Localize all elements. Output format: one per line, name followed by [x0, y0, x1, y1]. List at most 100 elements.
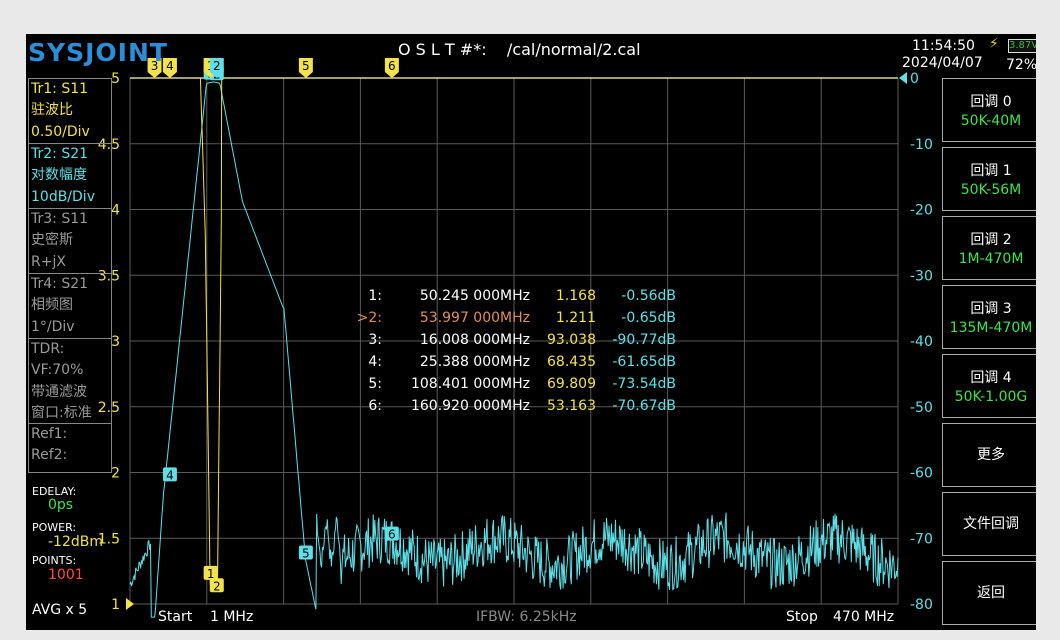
tdr-line-2: VF:70% — [31, 362, 84, 379]
tdr-line-4: 窗口:标准 — [31, 404, 92, 421]
trace-1-line-3: 0.50/Div — [31, 123, 90, 140]
battery-percent: 72% — [1006, 57, 1036, 73]
marker-swr: 68.435 — [547, 354, 596, 370]
softkey-more[interactable]: 更多 — [942, 423, 1036, 487]
top-marker-tab — [147, 58, 162, 78]
ref-panel[interactable]: Ref1: Ref2: — [28, 423, 112, 473]
stop-label: Stop — [786, 609, 818, 625]
top-marker-label: 3 — [151, 59, 159, 73]
softkey-label: 返回 — [977, 585, 1005, 601]
left-axis-tick: 1.5 — [98, 531, 120, 547]
marker-num: 3: — [368, 332, 382, 348]
trace-4-panel[interactable]: Tr4: S21 相频图 1°/Div — [28, 273, 112, 339]
tdr-line-1: TDR: — [31, 341, 65, 357]
softkey-sub: 50K-1.00G — [954, 389, 1028, 405]
softkey-recall-1[interactable]: 回调 1 50K-56M — [942, 147, 1036, 211]
vna-screen: 5 4.5 4 3.5 3 2.5 2 1.5 1 0 -10 -20 -30 -40 -50 -60 -70 -… — [26, 34, 1036, 630]
softkey-recall-2[interactable]: 回调 2 1M-470M — [942, 216, 1036, 280]
marker-freq: 50.245 000MHz — [419, 288, 530, 304]
marker-swr: 1.211 — [555, 310, 596, 326]
plot-marker-flag[interactable]: 4 — [162, 467, 177, 482]
marker-db: -0.65dB — [621, 310, 676, 326]
marker-freq: 108.401 000MHz — [410, 376, 530, 392]
left-axis-tick: 4 — [111, 203, 120, 219]
marker-db: -90.77dB — [612, 332, 676, 348]
right-axis-tick: -20 — [910, 203, 933, 219]
ifbw-readout[interactable]: IFBW: 6.25kHz — [476, 609, 577, 625]
clock-date: 2024/04/07 — [902, 55, 983, 71]
averaging-label: AVG x 5 — [32, 602, 88, 618]
marker-num: 5: — [368, 376, 382, 392]
edelay-label: EDELAY: — [32, 485, 77, 498]
marker-freq: 25.388 000MHz — [419, 354, 530, 370]
left-axis-tick: 4.5 — [98, 137, 120, 153]
power-value[interactable]: -12dBm — [48, 534, 103, 550]
softkey-recall-4[interactable]: 回调 4 50K-1.00G — [942, 354, 1036, 418]
marker-swr: 69.809 — [547, 376, 596, 392]
marker-num: >2: — [356, 310, 382, 326]
softkey-sub: 50K-40M — [960, 113, 1022, 129]
plot-marker-number: 2 — [213, 579, 221, 593]
clock-time: 11:54:50 — [912, 38, 975, 54]
softkey-label: 更多 — [977, 447, 1005, 463]
top-marker-tab — [209, 58, 224, 78]
marker-db: -70.67dB — [612, 398, 676, 414]
top-marker-label: 4 — [166, 59, 174, 73]
softkey-recall-0[interactable]: 回调 0 50K-40M — [942, 78, 1036, 142]
trace-3-line-1: Tr3: S11 — [31, 211, 89, 227]
softkey-sub: 1M-470M — [958, 251, 1024, 267]
tdr-panel[interactable]: TDR: VF:70% 带通滤波 窗口:标准 — [28, 338, 112, 424]
plot-marker-flag[interactable]: 1 — [203, 565, 218, 581]
trace-1-panel[interactable]: Tr1: S11 驻波比 0.50/Div — [28, 78, 112, 144]
plot-marker-number: 6 — [388, 528, 396, 542]
left-axis-tick: 5 — [111, 71, 120, 87]
marker-num: 1: — [368, 288, 382, 304]
plot-marker-flag[interactable]: 5 — [298, 545, 313, 561]
softkey-label: 回调 3 — [970, 301, 1012, 317]
trace-4-line-3: 1°/Div — [31, 318, 75, 335]
softkey-file-recall[interactable]: 文件回调 — [942, 492, 1036, 556]
top-marker-label: 6 — [388, 59, 396, 73]
top-marker-tab — [298, 58, 313, 78]
marker-freq: 160.920 000MHz — [410, 398, 530, 414]
calibration-file-title: O S L T #*: /cal/normal/2.cal — [398, 40, 641, 59]
stop-frequency[interactable]: 470 MHz — [833, 609, 895, 625]
softkey-label: 回调 1 — [970, 163, 1012, 179]
softkey-label: 文件回调 — [963, 516, 1019, 532]
points-value[interactable]: 1001 — [48, 567, 84, 583]
softkey-recall-3[interactable]: 回调 3 135M-470M — [942, 285, 1036, 349]
plot-marker-flag[interactable]: 6 — [384, 526, 399, 542]
trace-1-line-1: Tr1: S11 — [31, 81, 89, 97]
marker-db: -73.54dB — [612, 376, 676, 392]
plot-marker-box — [162, 467, 177, 482]
top-marker-tab — [384, 58, 399, 78]
left-axis-tick: 1 — [111, 597, 120, 613]
marker-db: -0.56dB — [621, 288, 676, 304]
softkey-sub: 135M-470M — [949, 320, 1033, 336]
left-axis-tick: 3 — [111, 334, 120, 350]
right-axis-tick: -50 — [910, 400, 933, 416]
marker-swr: 53.163 — [547, 398, 596, 414]
marker-freq: 53.997 000MHz — [419, 310, 530, 326]
trace-2-line-2: 对数幅度 — [31, 167, 87, 184]
softkey-back[interactable]: 返回 — [942, 561, 1036, 625]
trace-2-panel[interactable]: Tr2: S21 对数幅度 10dB/Div — [28, 143, 112, 209]
marker-freq: 16.008 000MHz — [419, 332, 530, 348]
trace-1-line-2: 驻波比 — [31, 102, 73, 119]
trace-2-line-3: 10dB/Div — [31, 188, 95, 205]
ref-1-label: Ref1: — [31, 426, 68, 442]
marker-swr: 1.168 — [555, 288, 596, 304]
plot-marker-number: 5 — [302, 547, 310, 561]
plot-marker-box — [203, 565, 218, 580]
plot-marker-flag[interactable]: 2 — [209, 578, 224, 593]
left-axis-tick: 2 — [111, 466, 120, 482]
edelay-value[interactable]: 0ps — [48, 497, 74, 513]
trace-3-panel[interactable]: Tr3: S11 史密斯 R+jX — [28, 208, 112, 274]
softkey-sub: 50K-56M — [960, 182, 1022, 198]
right-axis-tick: -60 — [910, 466, 933, 482]
right-axis-tick: -80 — [910, 597, 933, 613]
plot-marker-box — [209, 578, 224, 593]
softkey-label: 回调 4 — [970, 370, 1012, 386]
start-frequency[interactable]: 1 MHz — [210, 609, 254, 625]
right-axis-tick: -30 — [910, 268, 933, 284]
